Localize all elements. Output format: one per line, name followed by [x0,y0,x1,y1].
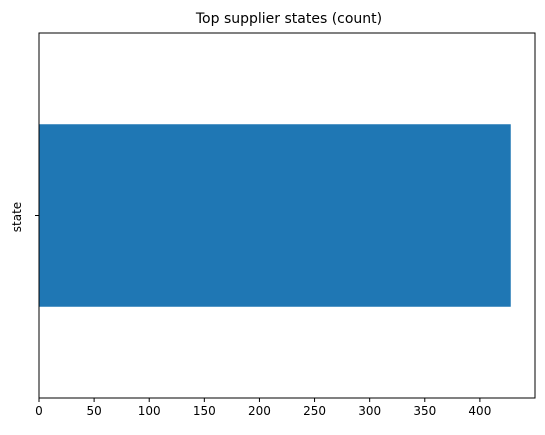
x-tick-label-2: 100 [138,404,161,418]
x-tick-label-5: 250 [303,404,326,418]
x-tick-label-6: 300 [358,404,381,418]
plot-area [39,124,511,307]
x-tick-label-8: 400 [468,404,491,418]
x-tick-label-7: 350 [413,404,436,418]
y-axis-label: state [10,202,24,232]
x-tick-label-0: 0 [35,404,43,418]
x-tick-label-3: 150 [193,404,216,418]
chart-title: Top supplier states (count) [195,11,382,27]
bar-0 [39,124,511,307]
x-tick-label-4: 200 [248,404,271,418]
x-tick-label-1: 50 [86,404,101,418]
